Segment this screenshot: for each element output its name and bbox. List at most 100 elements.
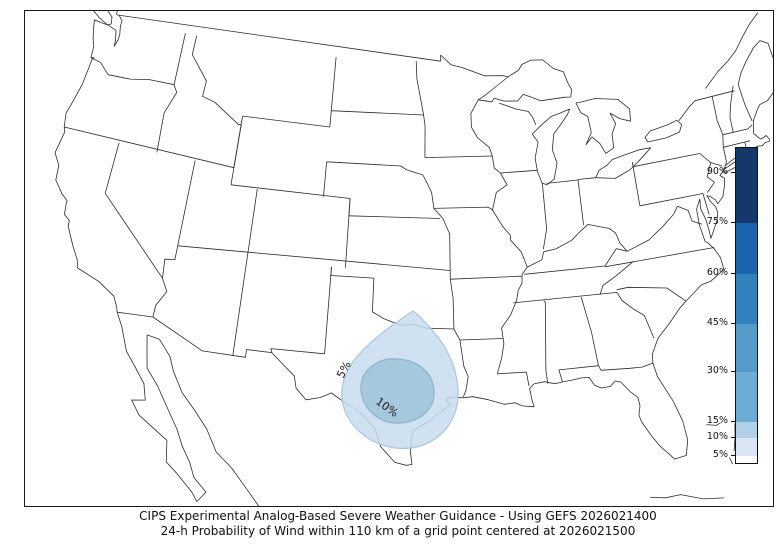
map-boundary-line (54, 19, 118, 313)
map-boundary-line (230, 116, 243, 185)
colorbar-segment-5-10% (736, 438, 757, 456)
map-boundary-line (450, 275, 522, 280)
map-boundary-line (524, 265, 606, 275)
colorbar-tick (731, 455, 735, 456)
colorbar-tick (731, 222, 735, 223)
colorbar-tick (731, 421, 735, 422)
map-boundary-line (639, 193, 703, 207)
title-line-2: 24-h Probability of Wind within 110 km o… (160, 524, 636, 538)
map-boundary-line (705, 12, 759, 89)
map-boundary-line (575, 98, 631, 154)
map-boundary-line (116, 11, 118, 15)
map-boundary-line (723, 140, 751, 148)
map-boundary-line (440, 54, 509, 78)
map-boundary-line (500, 169, 538, 174)
state-and-coast-lines (54, 11, 773, 506)
colorbar-segment-15-30% (736, 372, 757, 422)
colorbar-tick-label: 10% (706, 431, 728, 442)
map-boundary-line (729, 85, 734, 133)
colorbar-segment-<5% (736, 456, 757, 463)
map-boundary-line (156, 84, 178, 153)
map-boundary-line (631, 162, 641, 206)
map-boundary-line (433, 208, 451, 235)
colorbar-segment-60-75% (736, 223, 757, 274)
map-boundary-line (116, 312, 198, 502)
map-boundary-line (558, 365, 599, 383)
map-boundary-line (459, 338, 503, 341)
map-boundary-line (348, 198, 351, 216)
map-boundary-line (422, 174, 435, 209)
map-boundary-line (64, 126, 234, 169)
us-basemap: 5% 10% (54, 11, 773, 506)
map-boundary-line (580, 296, 602, 371)
probability-colorbar (735, 147, 758, 464)
colorbar-tick (731, 172, 735, 173)
colorbar-tick-label: 60% (706, 267, 728, 278)
map-boundary-line (531, 108, 571, 186)
map-boundary-line (242, 115, 330, 128)
map-boundary-line (326, 161, 424, 176)
map-boundary-line (650, 494, 725, 500)
map-boundary-line (173, 33, 186, 85)
map-boundary-line (162, 245, 179, 279)
map-boundary-line (177, 245, 451, 271)
contour-10pct (360, 358, 435, 424)
map-boundary-line (191, 35, 242, 126)
colorbar-tick-label: 90% (706, 166, 728, 177)
colorbar-tick (731, 273, 735, 274)
colorbar-tick-label: 5% (712, 449, 728, 460)
map-boundary-line (677, 205, 703, 225)
map-boundary-line (146, 334, 207, 502)
map-boundary-line (543, 300, 549, 384)
map-boundary-line (702, 193, 710, 215)
map-boundary-line (152, 278, 168, 318)
map-boundary-line (246, 188, 258, 258)
map-boundary-line (93, 11, 113, 26)
map-boundary-line (453, 328, 461, 341)
map-boundary-line (459, 339, 469, 398)
map-boundary-line (737, 84, 753, 122)
map-boundary-line (577, 177, 596, 180)
map-boundary-line (600, 362, 654, 371)
map-boundary-line (595, 147, 652, 179)
map-boundary-line (348, 215, 441, 219)
map-boundary-line (678, 100, 696, 121)
map-boundary-line (270, 348, 325, 355)
map-boundary-line (90, 57, 175, 86)
map-boundary-line (330, 266, 332, 276)
map-boundary-line (116, 14, 441, 62)
map-boundary-line (415, 61, 424, 116)
map-boundary-line (477, 59, 572, 103)
colorbar-tick (731, 371, 735, 372)
map-boundary-line (541, 182, 547, 250)
map-boundary-line (605, 247, 715, 268)
map-boundary-line (449, 279, 455, 330)
map-boundary-line (616, 286, 687, 302)
map-boundary-line (177, 160, 196, 246)
colorbar-segment-30-45% (736, 324, 757, 372)
title-line-1: CIPS Experimental Analog-Based Severe We… (139, 509, 657, 523)
map-boundary-line (527, 224, 627, 268)
map-boundary-line (499, 102, 537, 126)
map-boundary-line (599, 261, 633, 295)
map-boundary-line (616, 292, 655, 339)
map-boundary-line (644, 119, 683, 143)
map-boundary-line (546, 179, 579, 184)
colorbar-segment-10-15% (736, 422, 757, 438)
colorbar-tick (731, 437, 735, 438)
map-boundary-line (323, 161, 327, 197)
figure-title: CIPS Experimental Analog-Based Severe We… (24, 509, 772, 539)
map-boundary-line (433, 206, 493, 211)
map-boundary-line (330, 275, 454, 330)
probability-contours: 5% 10% (334, 310, 459, 449)
map-boundary-line (729, 457, 733, 465)
map-boundary-line (706, 162, 715, 193)
map-boundary-line (722, 124, 753, 136)
map-boundary-line (230, 184, 351, 199)
map-boundary-line (331, 110, 424, 116)
colorbar-segment->90% (736, 148, 757, 173)
map-boundary-line (737, 40, 773, 85)
map-boundary-line (329, 57, 337, 128)
map-boundary-line (470, 99, 479, 138)
